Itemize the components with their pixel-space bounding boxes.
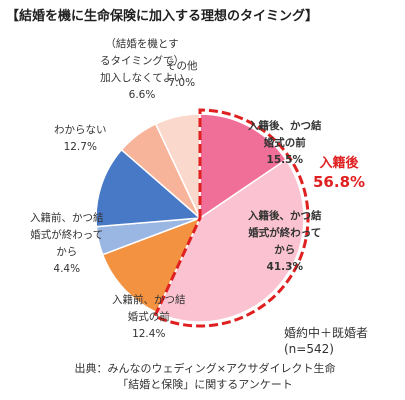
slice-value-1: 41.3% — [266, 261, 303, 273]
slice-label-5-line-0: （結婚を機とす — [105, 38, 179, 50]
source-line-1: 出典：みんなのウェディング×アクサダイレクト生命 — [74, 362, 336, 375]
source-caption: 出典：みんなのウェディング×アクサダイレクト生命 「結婚と保険」に関するアンケー… — [60, 361, 350, 393]
slice-label-1-line-2: から — [274, 244, 296, 256]
slice-label-0-line-1: 婚式の前 — [263, 137, 306, 149]
slice-label-1-line-1: 婚式が終わって — [248, 227, 322, 239]
slice-label-5-line-2: 加入しなくてよい — [100, 72, 184, 84]
slice-label-0-line-0: 入籍後、かつ結 — [248, 120, 322, 132]
slice-value-4: 12.7% — [63, 141, 97, 153]
pie-slice-1 — [155, 158, 305, 323]
slice-label-3: 入籍前、かつ結 婚式が終わって から 4.4% — [30, 210, 104, 278]
highlight-group-value: 56.8% — [313, 173, 366, 191]
highlight-group-name: 入籍後 — [319, 156, 359, 171]
pie-slice-0 — [199, 113, 288, 220]
slice-value-6: 7.0% — [168, 77, 196, 89]
highlight-group-label: 入籍後 56.8% — [313, 152, 365, 191]
slice-label-6-line-0: その他 — [166, 60, 198, 72]
slice-label-4-line-0: わからない — [54, 124, 107, 136]
slice-label-4: わからない 12.7% — [54, 122, 107, 156]
pie-slice-4 — [95, 148, 202, 228]
chart-title: 【結婚を機に生命保険に加入する理想のタイミング】 — [6, 9, 319, 24]
slice-value-0: 15.5% — [266, 154, 303, 166]
slice-label-3-line-1: 婚式が終わって — [30, 229, 104, 241]
slice-value-3: 4.4% — [53, 263, 81, 275]
slice-value-2: 12.4% — [132, 328, 166, 340]
slice-label-5-line-1: るタイミングで） — [100, 55, 184, 67]
pie-slices — [95, 113, 305, 323]
slice-label-1-line-0: 入籍後、かつ結 — [248, 210, 322, 222]
slice-label-6: その他 7.0% — [166, 58, 198, 92]
slice-label-5: （結婚を機とす るタイミングで） 加入しなくてよい 6.6% — [100, 36, 184, 104]
slice-label-2-line-0: 入籍前、かつ結 — [112, 294, 186, 306]
pie-slice-6 — [154, 113, 201, 219]
slice-label-0: 入籍後、かつ結 婚式の前 15.5% — [248, 118, 322, 169]
slice-value-5: 6.6% — [128, 89, 156, 101]
note-line-2: (n=542) — [284, 342, 334, 356]
slice-label-1: 入籍後、かつ結 婚式が終わって から 41.3% — [248, 208, 322, 276]
slice-label-3-line-2: から — [56, 246, 78, 258]
note-line-1: 婚約中＋既婚者 — [284, 326, 369, 340]
slice-label-3-line-0: 入籍前、かつ結 — [30, 212, 104, 224]
highlight-outline — [152, 108, 310, 328]
pie-slice-2 — [101, 216, 202, 314]
slice-label-2-line-1: 婚式の前 — [127, 311, 170, 323]
sample-note: 婚約中＋既婚者 (n=542) — [284, 325, 368, 357]
source-line-2: 「結婚と保険」に関するアンケート — [117, 378, 293, 391]
slice-label-2: 入籍前、かつ結 婚式の前 12.4% — [112, 292, 186, 343]
